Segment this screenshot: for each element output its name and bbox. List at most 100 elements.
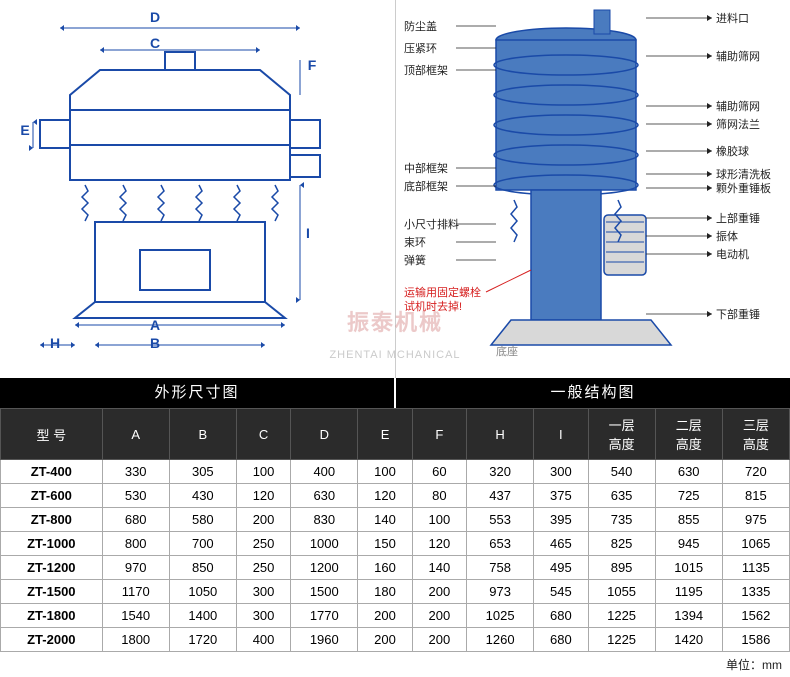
table-cell: 495 [534,556,588,580]
svg-text:橡胶球: 橡胶球 [716,144,749,158]
table-cell: 635 [588,484,655,508]
table-cell: 60 [412,460,466,484]
table-cell: 973 [467,580,534,604]
table-row: ZT-1500117010503001500180200973545105511… [1,580,790,604]
table-cell: 580 [169,508,236,532]
table-cell: ZT-1000 [1,532,103,556]
table-cell: 465 [534,532,588,556]
svg-text:下部重锤: 下部重锤 [716,307,760,321]
svg-text:中部框架: 中部框架 [404,161,448,175]
svg-text:进料口: 进料口 [716,11,749,25]
table-cell: 1260 [467,628,534,652]
table-cell: 305 [169,460,236,484]
table-cell: 1500 [291,580,358,604]
svg-text:F: F [308,57,317,73]
svg-text:弹簧: 弹簧 [404,253,426,267]
svg-text:小尺寸排料: 小尺寸排料 [404,217,459,231]
table-cell: 1025 [467,604,534,628]
table-cell: 895 [588,556,655,580]
table-cell: 120 [412,532,466,556]
section-label-right: 一般结构图 [396,378,790,408]
svg-text:I: I [306,225,310,241]
table-header: A [102,409,169,460]
table-cell: 1335 [722,580,789,604]
table-cell: 1586 [722,628,789,652]
svg-text:辅助筛网: 辅助筛网 [716,99,760,113]
table-cell: 437 [467,484,534,508]
table-cell: 680 [534,604,588,628]
table-cell: 545 [534,580,588,604]
table-cell: 825 [588,532,655,556]
table-header: H [467,409,534,460]
table-cell: 700 [169,532,236,556]
table-cell: 1055 [588,580,655,604]
svg-text:B: B [150,335,160,351]
svg-text:D: D [150,9,160,25]
table-cell: 150 [358,532,412,556]
spec-table: 型 号ABCDEFHI一层 高度二层 高度三层 高度 ZT-4003303051… [0,408,790,652]
table-cell: 1770 [291,604,358,628]
table-cell: 1540 [102,604,169,628]
table-cell: 1065 [722,532,789,556]
table-cell: 1050 [169,580,236,604]
table-cell: 1720 [169,628,236,652]
table-cell: 725 [655,484,722,508]
table-cell: 140 [358,508,412,532]
svg-text:压紧环: 压紧环 [404,42,437,55]
table-cell: 1015 [655,556,722,580]
section-label-left: 外形尺寸图 [0,378,396,408]
svg-text:C: C [150,35,160,51]
table-cell: ZT-2000 [1,628,103,652]
svg-text:顶部框架: 顶部框架 [404,63,448,77]
svg-text:防尘盖: 防尘盖 [404,19,437,33]
table-cell: 100 [358,460,412,484]
table-cell: 120 [358,484,412,508]
table-cell: 200 [358,628,412,652]
table-cell: ZT-600 [1,484,103,508]
table-cell: 100 [236,460,290,484]
table-cell: 855 [655,508,722,532]
table-cell: ZT-1800 [1,604,103,628]
table-cell: 1400 [169,604,236,628]
table-header: D [291,409,358,460]
svg-text:颗外重锤板: 颗外重锤板 [716,181,771,195]
table-cell: 250 [236,532,290,556]
table-header: I [534,409,588,460]
table-cell: 1225 [588,604,655,628]
svg-text:运输用固定螺栓: 运输用固定螺栓 [404,285,481,299]
table-cell: 120 [236,484,290,508]
table-cell: 395 [534,508,588,532]
structure-drawing: 防尘盖压紧环顶部框架中部框架底部框架小尺寸排料束环弹簧进料口辅助筛网辅助筛网筛网… [396,0,790,378]
table-cell: 300 [236,580,290,604]
unit-label: 单位：mm [0,652,790,677]
table-cell: 200 [412,604,466,628]
table-cell: 830 [291,508,358,532]
dimension-drawing: DCFEIAHB [0,0,396,378]
table-cell: 1394 [655,604,722,628]
table-cell: 200 [358,604,412,628]
table-cell: 680 [102,508,169,532]
table-cell: 1195 [655,580,722,604]
svg-text:球形清洗板: 球形清洗板 [716,167,771,181]
table-cell: ZT-400 [1,460,103,484]
svg-text:筛网法兰: 筛网法兰 [716,117,760,131]
figure-area: DCFEIAHB 防尘盖压紧环顶部框架中部框架底部框架小尺寸排料束环弹簧进料口辅… [0,0,790,378]
table-cell: 975 [722,508,789,532]
svg-text:底座: 底座 [496,344,518,358]
table-row: ZT-60053043012063012080437375635725815 [1,484,790,508]
table-row: ZT-1200970850250120016014075849589510151… [1,556,790,580]
table-cell: 250 [236,556,290,580]
svg-text:上部重锤: 上部重锤 [716,211,760,225]
table-cell: 400 [291,460,358,484]
table-cell: 100 [412,508,466,532]
svg-text:底部框架: 底部框架 [404,179,448,193]
table-cell: 330 [102,460,169,484]
table-header: B [169,409,236,460]
table-cell: 320 [467,460,534,484]
table-cell: 180 [358,580,412,604]
table-cell: 375 [534,484,588,508]
table-cell: 540 [588,460,655,484]
table-header: 二层 高度 [655,409,722,460]
svg-text:电动机: 电动机 [716,247,749,261]
table-row: ZT-40033030510040010060320300540630720 [1,460,790,484]
